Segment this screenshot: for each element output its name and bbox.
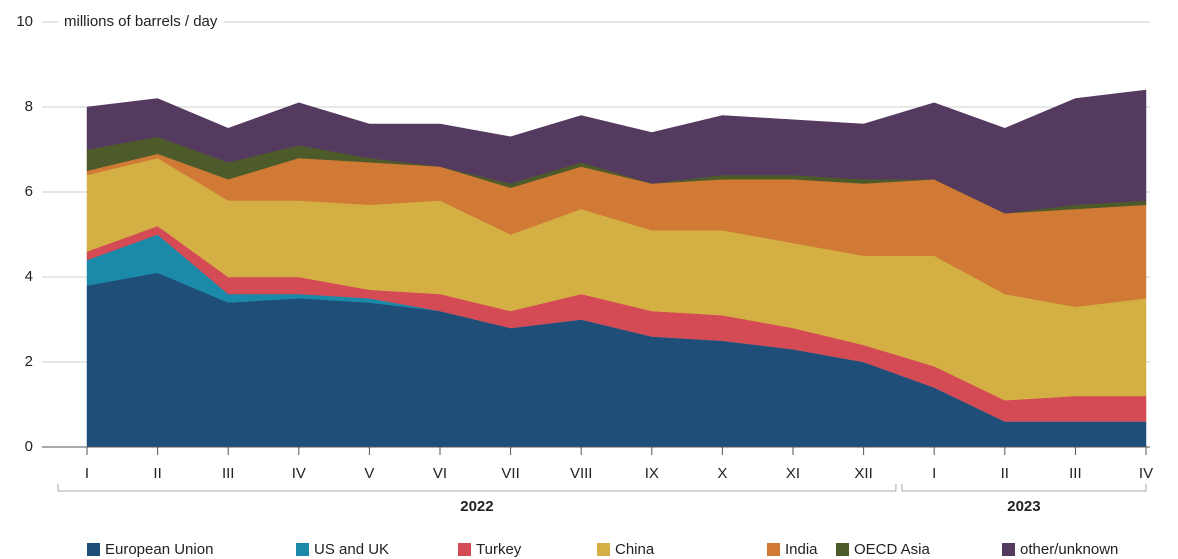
legend-label: OECD Asia xyxy=(854,541,931,558)
x-tick-label: IX xyxy=(645,465,659,482)
y-axis-title: millions of barrels / day xyxy=(64,13,218,30)
legend-label: India xyxy=(785,541,818,558)
y-tick-label: 8 xyxy=(25,98,33,115)
legend-swatch xyxy=(458,543,471,556)
legend-swatch xyxy=(1002,543,1015,556)
x-tick-label: XI xyxy=(786,465,800,482)
x-tick-label: II xyxy=(1001,465,1009,482)
x-tick-label: VII xyxy=(501,465,519,482)
legend-label: US and UK xyxy=(314,541,389,558)
y-tick-label: 10 xyxy=(16,13,33,30)
x-tick-label: XII xyxy=(854,465,872,482)
x-tick-label: V xyxy=(364,465,374,482)
group-label: 2022 xyxy=(460,498,493,515)
x-tick-label: X xyxy=(717,465,727,482)
x-tick-label: IV xyxy=(292,465,306,482)
x-tick-label: VI xyxy=(433,465,447,482)
legend-swatch xyxy=(597,543,610,556)
y-axis-title-bg xyxy=(58,12,224,30)
x-tick-label: III xyxy=(222,465,235,482)
y-tick-label: 6 xyxy=(25,183,33,200)
area xyxy=(86,89,1147,214)
x-tick-label: II xyxy=(153,465,161,482)
x-tick-label: VIII xyxy=(570,465,593,482)
legend-swatch xyxy=(836,543,849,556)
y-tick-label: 2 xyxy=(25,353,33,370)
legend-swatch xyxy=(87,543,100,556)
group-bracket xyxy=(901,484,1147,492)
legend-swatch xyxy=(296,543,309,556)
legend-label: other/unknown xyxy=(1020,541,1118,558)
group-bracket xyxy=(57,484,897,492)
legend-swatch xyxy=(767,543,780,556)
group-label: 2023 xyxy=(1007,498,1040,515)
legend-label: Turkey xyxy=(476,541,522,558)
y-tick-label: 0 xyxy=(25,438,33,455)
legend-label: China xyxy=(615,541,655,558)
y-tick-label: 4 xyxy=(25,268,33,285)
x-tick-label: I xyxy=(85,465,89,482)
x-tick-label: IV xyxy=(1139,465,1153,482)
x-tick-label: I xyxy=(932,465,936,482)
x-tick-label: III xyxy=(1069,465,1082,482)
legend-label: European Union xyxy=(105,541,213,558)
